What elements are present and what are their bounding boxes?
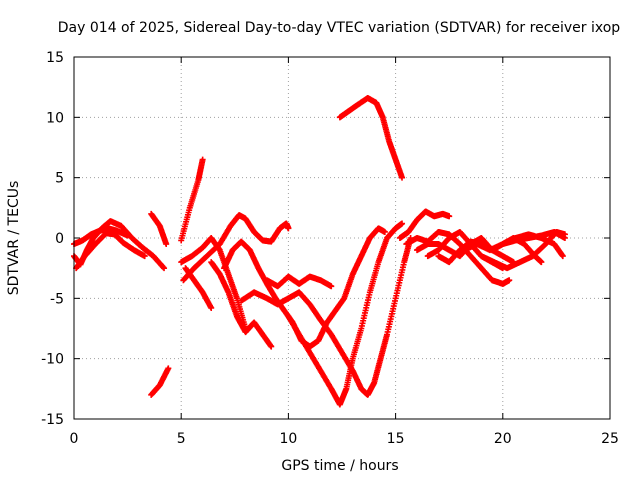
y-tick-labels: -15 -10 -5 0 5 10 15 <box>41 50 64 428</box>
x-tick-label: 0 <box>70 431 79 447</box>
data-point-marker <box>559 253 566 260</box>
data-point-marker <box>399 174 406 181</box>
series-s11 <box>221 225 388 350</box>
x-tick-label: 5 <box>177 431 186 447</box>
series-s16 <box>396 208 453 241</box>
data-point-marker <box>446 213 453 220</box>
data-point-marker <box>163 241 170 248</box>
y-tick-label: -15 <box>41 412 64 428</box>
series-s2 <box>73 230 148 272</box>
series-s12 <box>238 235 414 398</box>
x-tick-labels: 0 5 10 15 20 25 <box>70 431 619 447</box>
tick-marks <box>73 56 611 420</box>
y-axis-label: SDTVAR / TECUs <box>6 181 22 296</box>
series-s6 <box>178 156 206 244</box>
x-axis-label: GPS time / hours <box>281 458 398 474</box>
series-s7 <box>178 235 249 332</box>
series-s4 <box>148 210 170 248</box>
series-group <box>71 95 568 408</box>
data-point-marker <box>381 228 388 235</box>
data-point-marker <box>268 343 275 350</box>
data-point-marker <box>165 365 172 372</box>
x-tick-label: 25 <box>601 431 619 447</box>
data-point-marker <box>538 259 545 266</box>
y-tick-label: 10 <box>46 110 64 126</box>
series-s23 <box>499 228 568 248</box>
y-tick-label: 5 <box>55 171 64 187</box>
series-s14 <box>285 220 406 408</box>
series-s9 <box>182 265 215 311</box>
data-point-marker <box>328 283 335 290</box>
y-tick-label: 15 <box>46 50 64 66</box>
y-tick-label: -10 <box>41 352 64 368</box>
data-point-marker <box>561 235 568 241</box>
data-point-marker <box>506 277 513 284</box>
y-tick-label: -5 <box>50 291 64 307</box>
series-s22 <box>478 228 568 272</box>
series-s1 <box>71 218 168 272</box>
data-point-marker <box>161 265 168 272</box>
x-tick-label: 20 <box>494 431 512 447</box>
series-s10 <box>208 259 275 350</box>
x-tick-label: 15 <box>387 431 405 447</box>
data-point-marker <box>124 232 131 239</box>
series-s5 <box>148 365 172 398</box>
data-point-marker <box>199 156 206 163</box>
series-s15 <box>336 95 406 181</box>
data-point-marker <box>208 304 215 311</box>
x-tick-label: 10 <box>279 431 297 447</box>
series-s3 <box>71 225 131 248</box>
y-tick-label: 0 <box>55 231 64 247</box>
data-point-marker <box>399 220 406 227</box>
chart-title: Day 014 of 2025, Sidereal Day-to-day VTE… <box>58 20 621 36</box>
data-point-marker <box>141 253 148 260</box>
data-point-marker <box>285 225 292 232</box>
series-s13 <box>263 273 335 290</box>
